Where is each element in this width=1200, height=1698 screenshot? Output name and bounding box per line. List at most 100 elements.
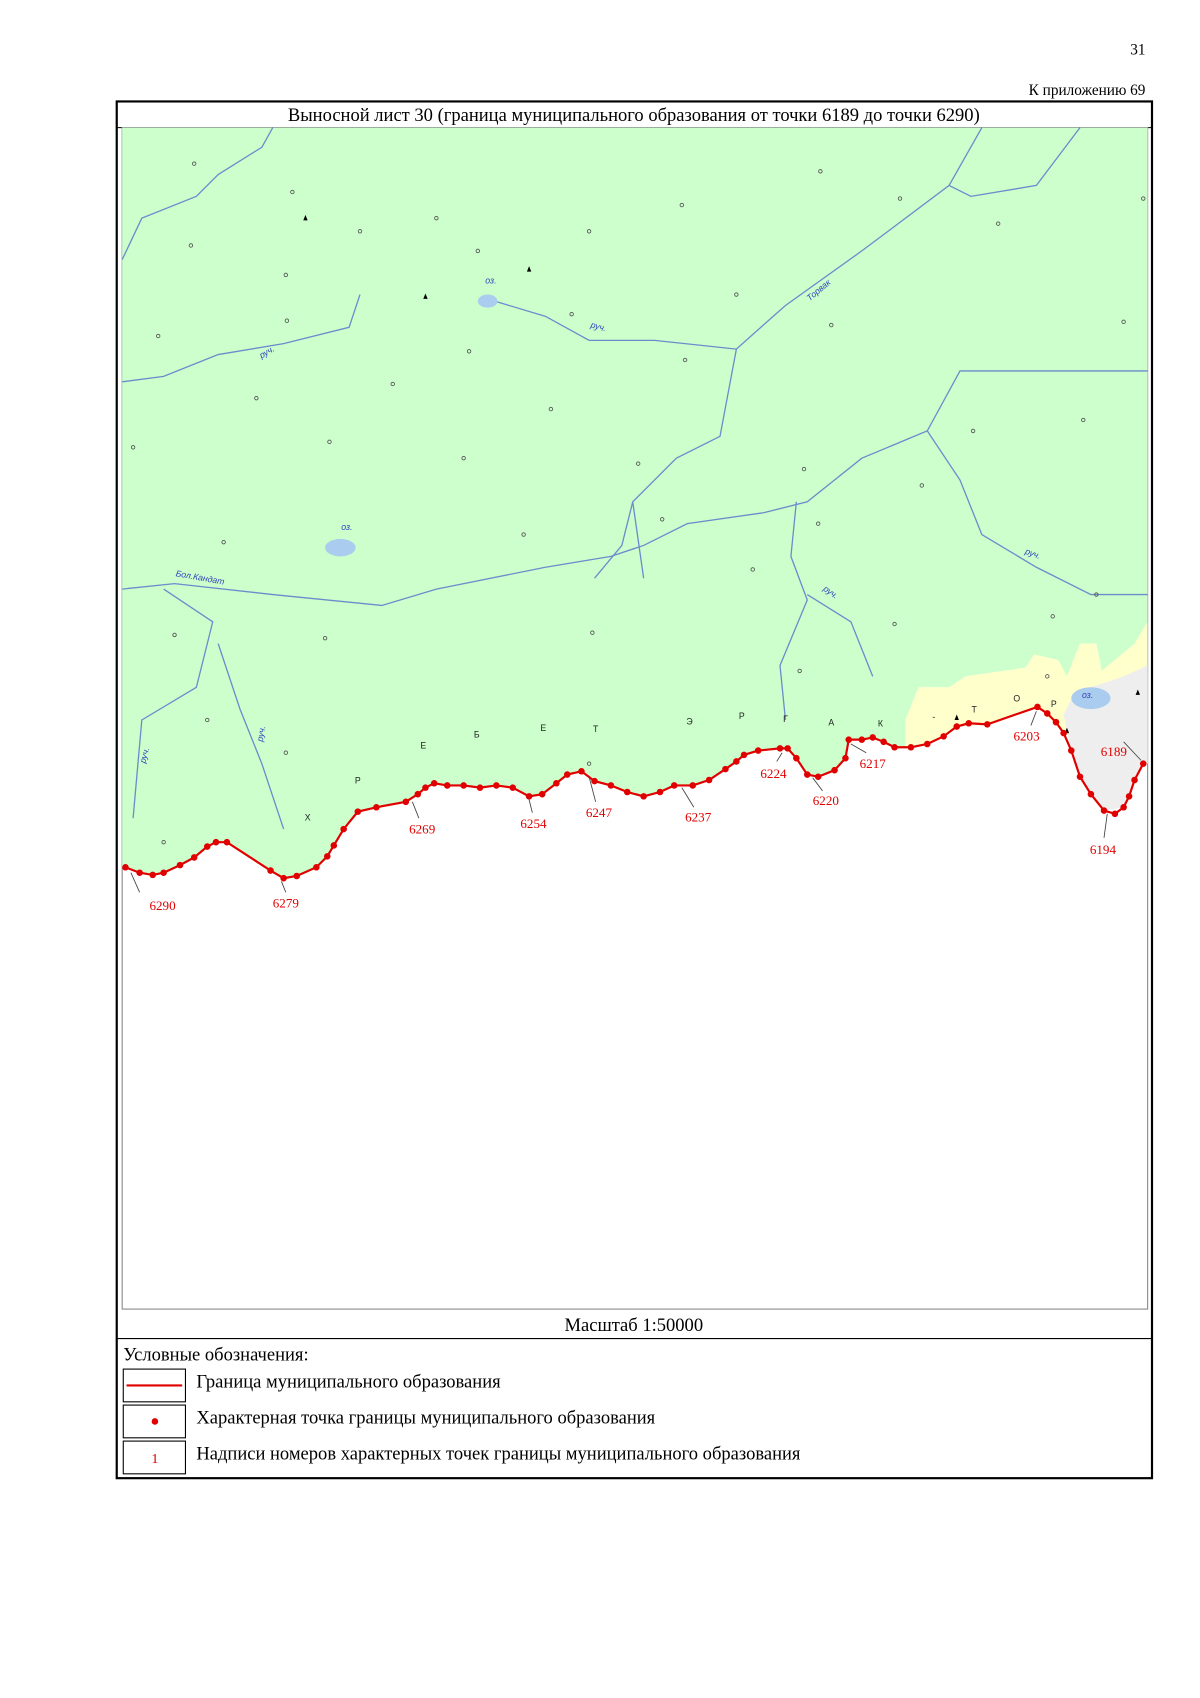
elevation-marker <box>221 539 226 545</box>
ridge-name-letter: К <box>878 719 884 729</box>
boundary-point <box>1034 703 1041 711</box>
point-number: 6290 <box>149 898 176 913</box>
boundary-point <box>733 758 740 765</box>
boundary-point <box>670 782 678 789</box>
elevation-marker <box>1050 614 1055 619</box>
boundary-point <box>212 838 220 846</box>
river <box>926 430 1148 596</box>
elevation-marker <box>466 349 472 354</box>
elevation-marker <box>548 406 554 412</box>
elevation-marker <box>996 221 1001 226</box>
elevation-marker <box>254 395 259 401</box>
point-number: 6217 <box>860 756 887 771</box>
point-number: 6224 <box>760 766 787 781</box>
label-leader <box>528 799 533 813</box>
place-name: оз. <box>1082 690 1093 700</box>
label-leader <box>1123 741 1142 761</box>
river <box>121 127 274 260</box>
point-number: 6254 <box>520 816 547 831</box>
label-leader <box>281 881 287 893</box>
point-number: 6220 <box>813 793 840 808</box>
elevation-marker <box>283 750 288 755</box>
boundary-point <box>373 804 380 811</box>
lake <box>1071 687 1111 710</box>
elevation-marker <box>1081 417 1086 423</box>
lake <box>477 294 498 308</box>
ridge-name-letter: - <box>932 712 935 722</box>
boundary-point <box>267 867 274 874</box>
ridge-name-letter: А <box>828 717 834 727</box>
boundary-point <box>122 864 129 871</box>
scale-label: Масштаб 1:50000 <box>565 1315 704 1336</box>
label-leader <box>1103 813 1108 838</box>
boundary-point <box>1140 760 1147 767</box>
ridge-name-letter: Р <box>1051 699 1057 709</box>
legend-label: Характерная точка границы муниципального… <box>196 1408 655 1429</box>
elevation-marker <box>892 621 897 627</box>
boundary-point <box>509 784 516 791</box>
legend-label: Надписи номеров характерных точек границ… <box>196 1444 801 1465</box>
appendix-note: К приложению 69 <box>1029 82 1146 99</box>
elevation-marker <box>1045 674 1050 679</box>
page-number: 31 <box>1130 42 1145 59</box>
elevation-marker <box>801 466 807 472</box>
river <box>632 501 645 579</box>
elevation-marker <box>283 272 288 278</box>
boundary-point <box>984 721 991 728</box>
boundary-point <box>293 872 300 880</box>
boundary-point <box>1125 793 1133 800</box>
boundary-point <box>280 874 287 882</box>
boundary-point <box>784 745 791 752</box>
boundary-point <box>149 871 156 879</box>
boundary-point <box>136 869 143 876</box>
label-leader <box>588 776 597 802</box>
boundary-point <box>722 765 729 773</box>
boundary-points <box>122 703 1147 882</box>
boundary-point <box>858 736 866 743</box>
elevation-marker <box>679 202 685 208</box>
river <box>217 643 285 830</box>
elevation-marker <box>797 668 802 674</box>
elevation-marker <box>1141 196 1146 201</box>
summit-marker <box>526 266 532 272</box>
place-name: оз. <box>485 276 496 286</box>
boundary-point <box>924 740 931 748</box>
place-name: руч. <box>589 319 608 333</box>
boundary-point <box>1087 790 1095 798</box>
outer-frame <box>115 100 1154 1480</box>
boundary-point <box>907 744 915 751</box>
point-number: 6203 <box>1013 729 1040 744</box>
label-leader <box>850 743 867 754</box>
boundary-point <box>740 751 748 759</box>
elevation-marker <box>322 636 328 641</box>
summit-marker <box>423 293 428 299</box>
boundary-point <box>324 853 331 860</box>
boundary-point <box>776 745 784 752</box>
elevation-marker <box>816 521 821 526</box>
boundary-point <box>845 736 852 743</box>
ridge-name-letter: Т <box>972 704 978 714</box>
point-number: 6237 <box>685 809 712 824</box>
legend-point-sample <box>151 1418 159 1425</box>
elevation-marker <box>290 189 295 195</box>
point-number: 6269 <box>409 821 435 836</box>
point-number: 6279 <box>273 896 299 911</box>
point-number: 6247 <box>586 805 613 820</box>
boundary-point <box>460 782 467 789</box>
boundary-point <box>176 861 184 869</box>
elevation-marker <box>475 248 480 254</box>
elevation-marker <box>357 229 363 234</box>
ridge-name-letter: Б <box>474 729 480 739</box>
elevation-marker <box>327 439 332 444</box>
boundary-point <box>965 720 972 727</box>
boundary-point <box>354 808 362 815</box>
elevation-marker <box>188 243 194 248</box>
map-title: Выносной лист 30 (граница муниципального… <box>288 105 980 126</box>
elevation-marker <box>919 483 925 488</box>
boundary-point <box>422 784 429 791</box>
elevation-marker <box>161 840 166 845</box>
place-name: оз. <box>341 522 352 532</box>
map: 6290 6279 6269 6254 6247 6237 6224 6220 6217 6203… <box>121 127 1149 1310</box>
place-name: руч. <box>137 746 151 765</box>
boundary-point <box>940 733 947 740</box>
